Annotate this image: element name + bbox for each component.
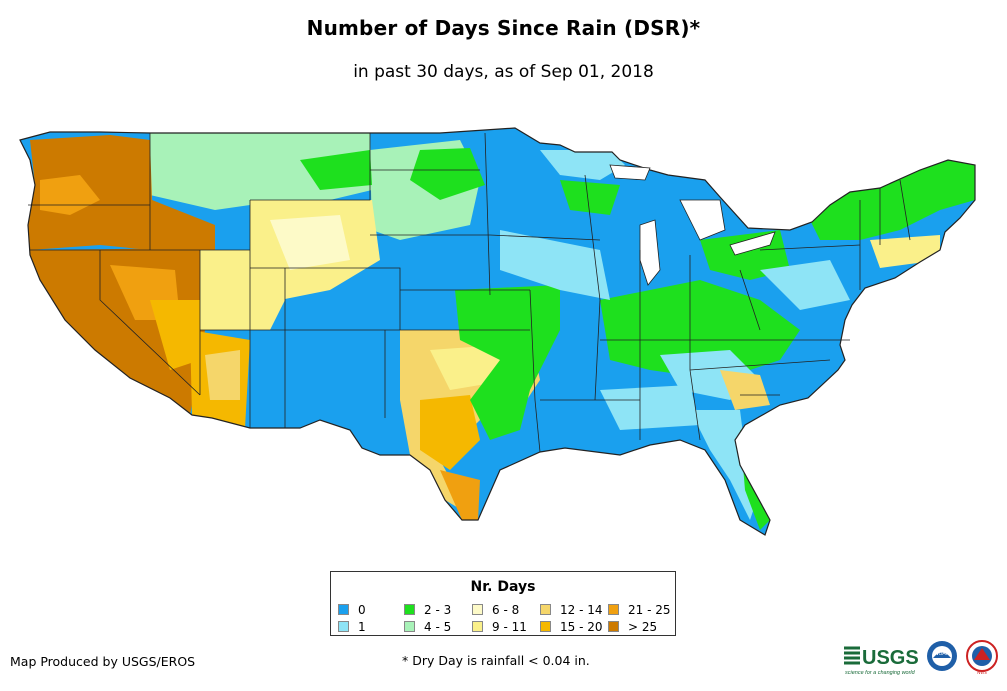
usgs-logo-text: USGS [862,647,919,669]
legend-label: 0 [358,602,366,617]
nws-logo-text: NWS [977,670,987,675]
noaa-logo: NOAA [927,641,957,671]
legend-item: 6 - 8 [472,601,540,618]
legend-item: 2 - 3 [404,601,472,618]
legend-swatch [338,604,349,615]
legend-label: 21 - 25 [628,602,671,617]
legend-label: 15 - 20 [560,619,603,634]
nws-logo: NWS [966,640,998,675]
noaa-logo-text: NOAA [935,651,950,657]
agency-logos: USGS science for a changing world NOAA N… [844,640,998,676]
legend: Nr. Days 0 1 2 - 3 4 - 5 6 - 8 9 - 11 12 - 14 1… [330,571,676,636]
legend-label: 12 - 14 [560,602,603,617]
legend-label: 6 - 8 [492,602,520,617]
legend-label: > 25 [628,619,658,634]
legend-item: 15 - 20 [540,618,608,635]
legend-swatch [404,604,415,615]
legend-swatch [338,621,349,632]
state-borders [28,132,911,453]
map-subtitle: in past 30 days, as of Sep 01, 2018 [353,62,654,82]
legend-title: Nr. Days [470,579,536,595]
legend-swatch [472,621,483,632]
dry-day-footnote: * Dry Day is rainfall < 0.04 in. [402,653,590,668]
legend-items: 0 1 2 - 3 4 - 5 6 - 8 9 - 11 12 - 14 15 - 20 21 … [338,601,674,635]
legend-swatch [540,604,551,615]
legend-item: 1 [338,618,404,635]
map-credit: Map Produced by USGS/EROS [10,654,196,669]
legend-label: 1 [358,619,366,634]
legend-swatch [472,604,483,615]
legend-swatch [404,621,415,632]
usgs-tagline: science for a changing world [845,670,916,676]
legend-item: > 25 [608,618,674,635]
legend-item: 21 - 25 [608,601,674,618]
legend-label: 4 - 5 [424,619,452,634]
legend-item: 12 - 14 [540,601,608,618]
legend-item: 0 [338,601,404,618]
legend-swatch [540,621,551,632]
legend-label: 9 - 11 [492,619,527,634]
us-dsr-map [19,127,976,536]
legend-swatch [608,621,619,632]
legend-swatch [608,604,619,615]
usgs-logo: USGS science for a changing world [844,646,919,676]
legend-label: 2 - 3 [424,602,452,617]
legend-item: 9 - 11 [472,618,540,635]
legend-item: 4 - 5 [404,618,472,635]
map-title: Number of Days Since Rain (DSR)* [306,16,701,40]
